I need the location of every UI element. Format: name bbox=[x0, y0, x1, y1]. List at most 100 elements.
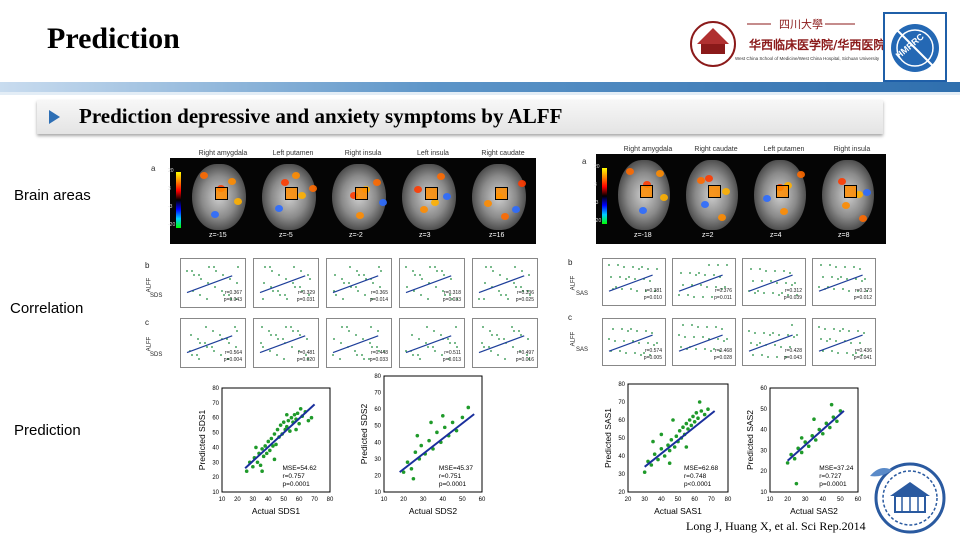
correlation-stat: p=0.043 bbox=[223, 297, 242, 303]
correlation-plot: r=0.381 p=0.010 bbox=[602, 258, 666, 306]
correlation-point bbox=[429, 266, 431, 268]
axis-label: ALFF bbox=[570, 331, 577, 347]
scatter-point bbox=[281, 420, 286, 424]
brain-region-label: Left putamen bbox=[272, 150, 314, 157]
correlation-point bbox=[656, 268, 658, 270]
correlation-fit-line bbox=[748, 334, 793, 352]
correlation-point bbox=[726, 338, 728, 340]
scatter-point bbox=[297, 421, 301, 426]
scatter-point bbox=[828, 425, 832, 430]
correlation-point bbox=[442, 290, 444, 292]
correlation-svg bbox=[678, 324, 728, 352]
correlation-stat: p=0.005 bbox=[643, 355, 662, 361]
correlation-point bbox=[649, 280, 651, 282]
correlation-point bbox=[844, 266, 846, 268]
correlation-point bbox=[628, 276, 630, 278]
logo-chinese-name: 华西临床医学院/华西医院 bbox=[749, 38, 886, 52]
y-tick-label: 10 bbox=[212, 490, 219, 496]
x-tick-label: 50 bbox=[837, 497, 844, 503]
scatter-point bbox=[659, 432, 664, 437]
correlation-point bbox=[196, 354, 198, 356]
y-tick-label: 40 bbox=[212, 445, 219, 451]
scatter-point bbox=[796, 446, 800, 451]
scatter-point bbox=[642, 470, 647, 474]
correlation-point bbox=[335, 294, 337, 296]
x-tick-label: 20 bbox=[625, 497, 632, 503]
x-tick-label: 80 bbox=[725, 497, 732, 503]
correlation-stat: p=0.025 bbox=[515, 297, 534, 303]
correlation-point bbox=[261, 326, 263, 328]
scatter-point bbox=[702, 412, 707, 417]
scatter-point bbox=[405, 460, 410, 464]
correlation-point bbox=[789, 346, 791, 348]
correlation-point bbox=[451, 298, 453, 300]
correlation-point bbox=[371, 298, 373, 300]
correlation-point bbox=[365, 278, 367, 280]
correlation-point bbox=[425, 342, 427, 344]
correlation-point bbox=[772, 332, 774, 334]
correlation-point bbox=[715, 286, 717, 288]
scatter-point bbox=[244, 469, 249, 473]
correlation-point bbox=[757, 290, 759, 292]
correlation-point bbox=[691, 284, 693, 286]
correlation-point bbox=[721, 288, 723, 290]
prediction-stat: r=0.757 bbox=[282, 473, 305, 480]
correlation-point bbox=[298, 350, 300, 352]
correlation-svg bbox=[478, 326, 530, 360]
correlation-point bbox=[292, 330, 294, 332]
correlation-point bbox=[191, 270, 193, 272]
correlation-point bbox=[482, 326, 484, 328]
correlation-point bbox=[227, 358, 229, 360]
correlation-point bbox=[478, 298, 480, 300]
right-corr-c-label: c bbox=[568, 313, 572, 322]
correlation-point bbox=[647, 342, 649, 344]
y-tick-label: 50 bbox=[618, 436, 625, 442]
scatter-point bbox=[674, 434, 679, 438]
correlation-point bbox=[235, 298, 237, 300]
hmrrc-badge: HMRRC bbox=[883, 12, 947, 82]
scatter-point bbox=[289, 415, 294, 420]
correlation-point bbox=[796, 294, 798, 296]
correlation-point bbox=[726, 264, 728, 266]
correlation-point bbox=[307, 274, 309, 276]
correlation-point bbox=[419, 274, 421, 276]
scatter-point bbox=[292, 412, 297, 417]
scatter-point bbox=[419, 443, 424, 448]
correlation-point bbox=[619, 276, 621, 278]
activation-blob bbox=[722, 188, 730, 195]
correlation-point bbox=[702, 296, 704, 298]
correlation-point bbox=[820, 264, 822, 266]
correlation-fit-line bbox=[818, 274, 863, 292]
correlation-point bbox=[283, 358, 285, 360]
correlation-point bbox=[191, 354, 193, 356]
scatter-point bbox=[691, 414, 695, 419]
correlation-point bbox=[305, 354, 307, 356]
correlation-svg bbox=[818, 326, 865, 356]
y-tick-label: 30 bbox=[212, 460, 219, 466]
activation-blob bbox=[281, 179, 289, 186]
correlation-point bbox=[455, 326, 457, 328]
activation-blob bbox=[379, 199, 387, 206]
correlation-point bbox=[829, 264, 831, 266]
correlation-point bbox=[625, 352, 627, 354]
axis-label: SDS bbox=[150, 352, 163, 358]
correlation-point bbox=[645, 290, 647, 292]
correlation-point bbox=[697, 326, 699, 328]
scatter-point bbox=[460, 415, 465, 420]
correlation-point bbox=[770, 280, 772, 282]
correlation-stat: r=0.428 bbox=[784, 348, 802, 354]
correlation-stat: r=0.436 bbox=[854, 348, 872, 354]
axis-label: ALFF bbox=[146, 336, 153, 352]
correlation-svg bbox=[678, 264, 728, 298]
prediction-stat: MSE=45.37 bbox=[439, 465, 474, 472]
correlation-point bbox=[484, 282, 486, 284]
correlation-point bbox=[379, 286, 381, 288]
scatter-point bbox=[656, 457, 660, 462]
correlation-point bbox=[277, 338, 279, 340]
y-axis-label: Predicted SDS2 bbox=[359, 403, 369, 464]
correlation-point bbox=[205, 326, 207, 328]
correlation-stat: p=0.033 bbox=[369, 357, 388, 363]
correlation-stat: p=0.016 bbox=[515, 357, 534, 363]
correlation-point bbox=[833, 328, 835, 330]
correlation-svg bbox=[259, 326, 309, 360]
